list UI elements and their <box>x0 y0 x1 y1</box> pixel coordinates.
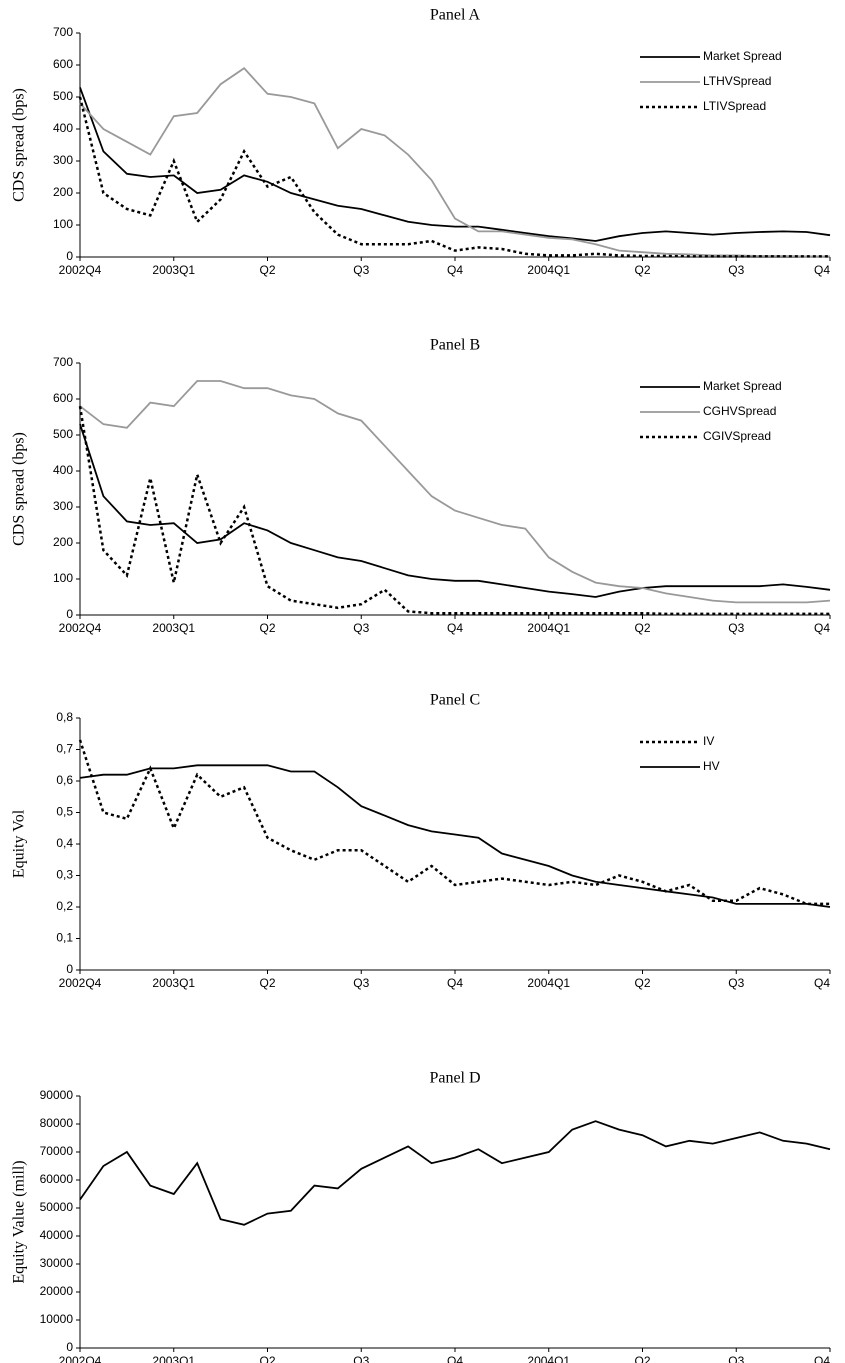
x-tick-label: 2002Q4 <box>59 621 102 635</box>
x-tick-label: Q4 <box>814 1354 830 1363</box>
y-tick-label: 30000 <box>40 1256 74 1270</box>
y-tick-label: 600 <box>53 391 73 405</box>
y-tick-label: 0,8 <box>56 710 73 724</box>
x-tick-label: 2002Q4 <box>59 976 102 990</box>
x-tick-label: 2003Q1 <box>152 976 195 990</box>
y-tick-label: 0,3 <box>56 868 73 882</box>
x-tick-label: Q3 <box>728 621 744 635</box>
y-tick-label: 400 <box>53 121 73 135</box>
x-tick-label: Q4 <box>447 976 463 990</box>
series-line <box>78 405 830 616</box>
y-axis-label: CDS spread (bps) <box>11 432 28 546</box>
y-tick-label: 600 <box>53 57 73 71</box>
legend-label: HV <box>703 759 720 773</box>
y-tick-label: 0,4 <box>56 836 73 850</box>
x-tick-label: Q3 <box>728 263 744 277</box>
x-tick-label: Q2 <box>259 976 275 990</box>
y-tick-label: 100 <box>53 217 73 231</box>
x-tick-label: Q3 <box>353 1354 369 1363</box>
x-tick-label: 2004Q1 <box>527 621 570 635</box>
x-tick-label: 2003Q1 <box>152 1354 195 1363</box>
y-axis-label: Equity Vol <box>11 809 28 878</box>
series-line <box>79 87 831 242</box>
y-tick-label: 20000 <box>40 1284 74 1298</box>
y-tick-label: 0,1 <box>56 931 73 945</box>
panel-title: Panel C <box>430 692 480 709</box>
panel-title: Panel D <box>429 1070 480 1087</box>
y-tick-label: 0,6 <box>56 773 73 787</box>
y-tick-label: 200 <box>53 185 73 199</box>
y-axis-label: CDS spread (bps) <box>11 88 28 202</box>
y-tick-label: 300 <box>53 499 73 513</box>
x-tick-label: Q4 <box>447 1354 463 1363</box>
x-tick-label: 2002Q4 <box>59 263 102 277</box>
series-line <box>79 67 830 258</box>
y-tick-label: 500 <box>53 427 73 441</box>
y-tick-label: 0 <box>66 607 73 621</box>
x-tick-label: Q2 <box>634 976 650 990</box>
y-tick-label: 300 <box>53 153 73 167</box>
x-tick-label: Q2 <box>259 1354 275 1363</box>
y-tick-label: 100 <box>53 571 73 585</box>
series-line <box>79 380 831 604</box>
legend-label: Market Spread <box>703 49 782 63</box>
y-tick-label: 90000 <box>40 1088 74 1102</box>
x-tick-label: Q4 <box>814 263 830 277</box>
x-tick-label: Q4 <box>447 263 463 277</box>
x-tick-label: Q3 <box>728 976 744 990</box>
x-tick-label: Q4 <box>814 621 830 635</box>
legend-label: CGHVSpread <box>703 404 776 418</box>
y-tick-label: 0,5 <box>56 805 73 819</box>
legend-label: Market Spread <box>703 379 782 393</box>
y-tick-label: 0,2 <box>56 899 73 913</box>
panel-title: Panel B <box>430 337 480 354</box>
series-line <box>79 764 831 908</box>
legend-label: CGIVSpread <box>703 429 771 443</box>
x-tick-label: 2003Q1 <box>152 621 195 635</box>
x-tick-label: Q2 <box>259 621 275 635</box>
x-tick-label: 2003Q1 <box>152 263 195 277</box>
x-tick-label: Q2 <box>634 621 650 635</box>
x-tick-label: 2004Q1 <box>527 976 570 990</box>
panel-title: Panel A <box>430 7 481 24</box>
series-line <box>79 1120 831 1226</box>
x-tick-label: Q2 <box>634 263 650 277</box>
y-tick-label: 40000 <box>40 1228 74 1242</box>
y-tick-label: 0 <box>66 962 73 976</box>
series-line <box>79 423 831 598</box>
x-tick-label: Q4 <box>814 976 830 990</box>
x-tick-label: Q3 <box>353 621 369 635</box>
y-tick-label: 70000 <box>40 1144 74 1158</box>
y-tick-label: 700 <box>53 25 73 39</box>
x-tick-label: Q3 <box>353 976 369 990</box>
y-tick-label: 700 <box>53 355 73 369</box>
legend-label: IV <box>703 734 714 748</box>
x-tick-label: 2004Q1 <box>527 263 570 277</box>
x-tick-label: Q3 <box>728 1354 744 1363</box>
x-tick-label: 2004Q1 <box>527 1354 570 1363</box>
x-tick-label: Q4 <box>447 621 463 635</box>
x-tick-label: Q2 <box>634 1354 650 1363</box>
y-axis-label: Equity Value (mill) <box>11 1160 28 1283</box>
x-tick-label: 2002Q4 <box>59 1354 102 1363</box>
y-tick-label: 200 <box>53 535 73 549</box>
x-tick-label: Q2 <box>259 263 275 277</box>
series-line <box>78 96 830 258</box>
y-tick-label: 50000 <box>40 1200 74 1214</box>
y-tick-label: 0,7 <box>56 742 73 756</box>
y-tick-label: 500 <box>53 89 73 103</box>
y-tick-label: 80000 <box>40 1116 74 1130</box>
y-tick-label: 0 <box>66 249 73 263</box>
y-tick-label: 60000 <box>40 1172 74 1186</box>
y-tick-label: 400 <box>53 463 73 477</box>
legend-label: LTHVSpread <box>703 74 771 88</box>
legend-label: LTIVSpread <box>703 99 766 113</box>
x-tick-label: Q3 <box>353 263 369 277</box>
y-tick-label: 0 <box>66 1340 73 1354</box>
series-line <box>78 739 830 906</box>
y-tick-label: 10000 <box>40 1312 74 1326</box>
